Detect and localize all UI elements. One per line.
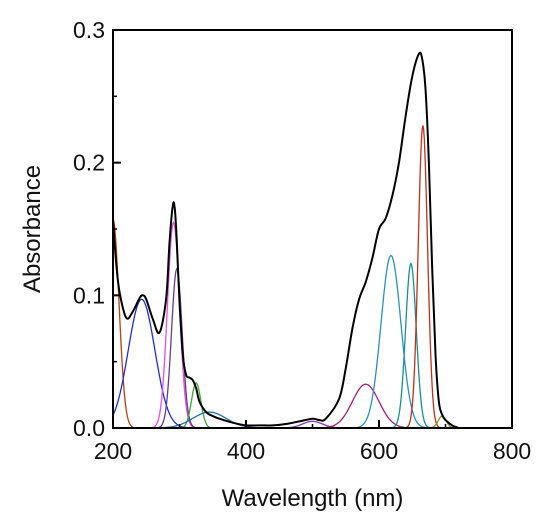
y-tick-label: 0.2 bbox=[73, 150, 105, 176]
x-tick-label: 400 bbox=[227, 438, 265, 464]
y-tick-label: 0.1 bbox=[73, 282, 105, 308]
x-axis-title: Wavelength (nm) bbox=[222, 485, 404, 512]
component-peak-4 bbox=[113, 267, 486, 429]
curves-layer bbox=[112, 51, 486, 429]
envelope-spectrum-line bbox=[112, 51, 460, 429]
plot-frame bbox=[112, 29, 513, 429]
x-tick-label: 200 bbox=[94, 438, 132, 464]
y-axis-title: Absorbance bbox=[19, 165, 46, 293]
axis-ticks: 200 400 600 800 0.0 0.1 0.2 0.3 bbox=[73, 17, 531, 464]
x-tick-label: 600 bbox=[360, 438, 398, 464]
y-tick-label: 0.3 bbox=[73, 17, 105, 43]
x-tick-label: 800 bbox=[493, 438, 531, 464]
y-tick-label: 0.0 bbox=[73, 415, 105, 441]
